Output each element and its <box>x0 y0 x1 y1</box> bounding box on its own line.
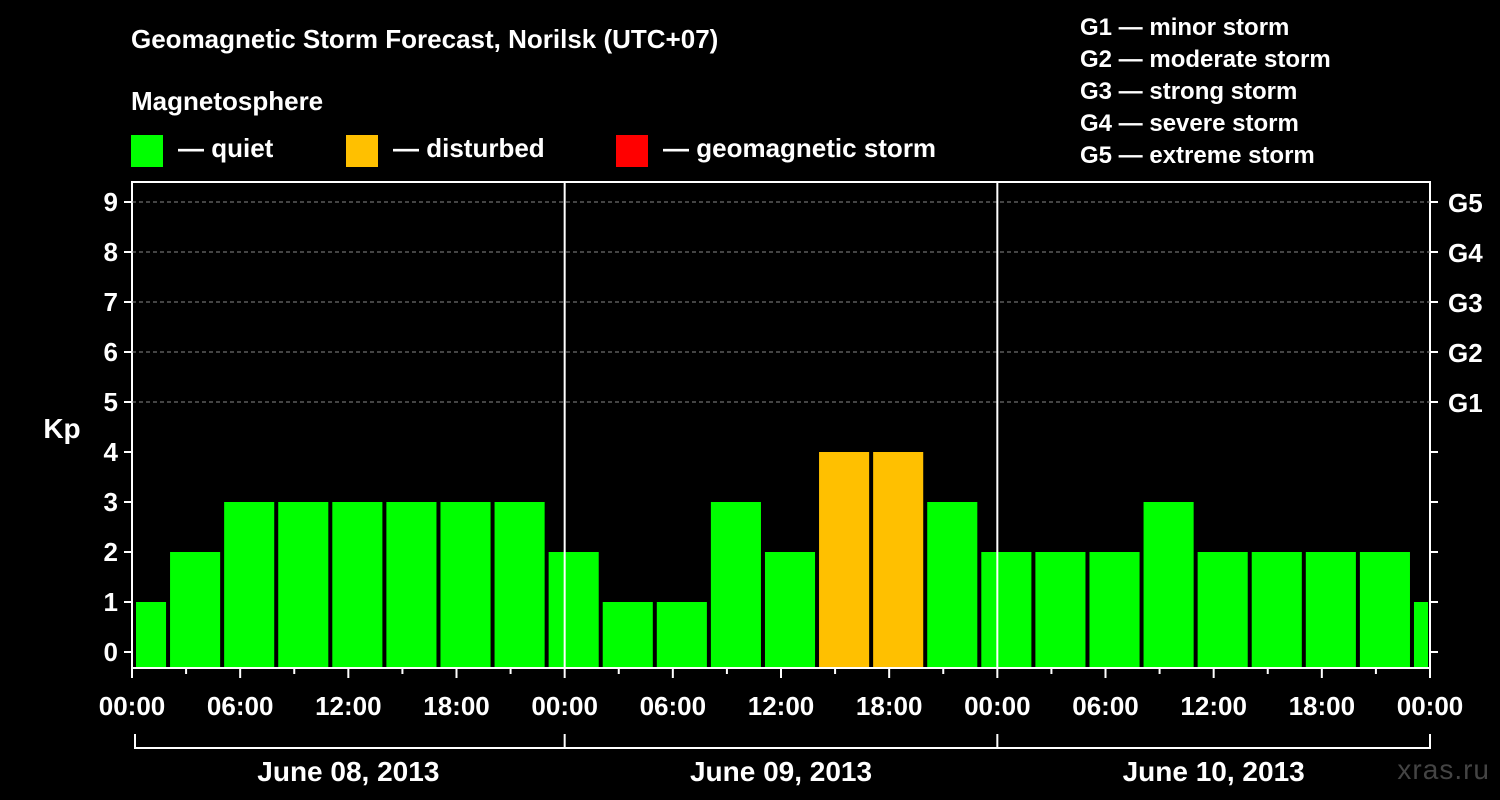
x-tick-label: 06:00 <box>207 691 274 721</box>
y-tick-label: 8 <box>104 237 118 267</box>
g-scale-label: G5 <box>1448 188 1483 218</box>
x-tick-label: 12:00 <box>748 691 815 721</box>
kp-bar <box>494 502 545 667</box>
kp-bar <box>927 502 978 667</box>
legend-swatch-disturbed <box>346 135 378 167</box>
kp-bar <box>548 552 599 667</box>
kp-bar <box>1035 552 1086 667</box>
x-tick-label: 18:00 <box>423 691 490 721</box>
kp-bar <box>656 602 707 667</box>
storm-scale-g2: G2 — moderate storm <box>1080 46 1331 73</box>
kp-bar <box>764 552 816 667</box>
y-tick-label: 2 <box>104 537 118 567</box>
chart-title: Geomagnetic Storm Forecast, Norilsk (UTC… <box>131 24 719 54</box>
y-tick-label: 1 <box>104 587 118 617</box>
g-scale-label: G3 <box>1448 288 1483 318</box>
y-axis-label: Kp <box>43 413 80 444</box>
kp-bar <box>332 502 383 667</box>
storm-scale-g1: G1 — minor storm <box>1080 14 1290 41</box>
y-tick-label: 0 <box>104 637 118 667</box>
x-tick-label: 00:00 <box>99 691 166 721</box>
x-tick-label: 00:00 <box>1397 691 1464 721</box>
x-tick-label: 12:00 <box>1180 691 1247 721</box>
y-tick-label: 4 <box>104 437 119 467</box>
legend-swatch-quiet <box>131 135 163 167</box>
kp-bar <box>386 502 437 667</box>
legend-swatch-storm <box>616 135 648 167</box>
legend-label-disturbed: — disturbed <box>393 133 545 163</box>
kp-bar <box>602 602 653 667</box>
g-scale-label: G4 <box>1448 238 1483 268</box>
y-tick-label: 9 <box>104 187 118 217</box>
kp-bar <box>136 602 167 667</box>
y-tick-label: 5 <box>104 387 118 417</box>
kp-bar <box>1251 552 1302 667</box>
kp-bar <box>1359 552 1410 667</box>
x-tick-label: 06:00 <box>1072 691 1139 721</box>
x-tick-label: 00:00 <box>531 691 598 721</box>
x-tick-label: 18:00 <box>856 691 923 721</box>
x-tick-label: 12:00 <box>315 691 382 721</box>
y-tick-label: 3 <box>104 487 118 517</box>
kp-bar <box>170 552 221 667</box>
kp-bar <box>710 502 761 667</box>
kp-bar <box>1197 552 1248 667</box>
watermark: xras.ru <box>1397 754 1490 785</box>
kp-bar <box>981 552 1032 667</box>
kp-bar <box>224 502 275 667</box>
legend-label-storm: — geomagnetic storm <box>663 133 937 163</box>
g-scale-label: G2 <box>1448 338 1483 368</box>
kp-bar <box>873 452 924 667</box>
kp-bar <box>1305 552 1356 667</box>
storm-scale-g4: G4 — severe storm <box>1080 110 1299 137</box>
x-tick-label: 06:00 <box>640 691 707 721</box>
x-tick-label: 00:00 <box>964 691 1031 721</box>
storm-scale-g5: G5 — extreme storm <box>1080 142 1315 169</box>
kp-bar <box>1413 602 1428 667</box>
x-tick-label: 18:00 <box>1289 691 1356 721</box>
storm-scale-g3: G3 — strong storm <box>1080 78 1298 105</box>
day-label: June 08, 2013 <box>257 756 439 787</box>
y-tick-label: 7 <box>104 287 118 317</box>
g-scale-label: G1 <box>1448 388 1483 418</box>
kp-bar <box>819 452 870 667</box>
y-tick-label: 6 <box>104 337 118 367</box>
day-label: June 10, 2013 <box>1123 756 1305 787</box>
magnetosphere-heading: Magnetosphere <box>131 86 324 116</box>
kp-bar <box>1143 502 1194 667</box>
legend-label-quiet: — quiet <box>178 133 274 163</box>
kp-bar <box>278 502 329 667</box>
kp-bar <box>1089 552 1140 667</box>
kp-bar <box>440 502 491 667</box>
day-label: June 09, 2013 <box>690 756 872 787</box>
